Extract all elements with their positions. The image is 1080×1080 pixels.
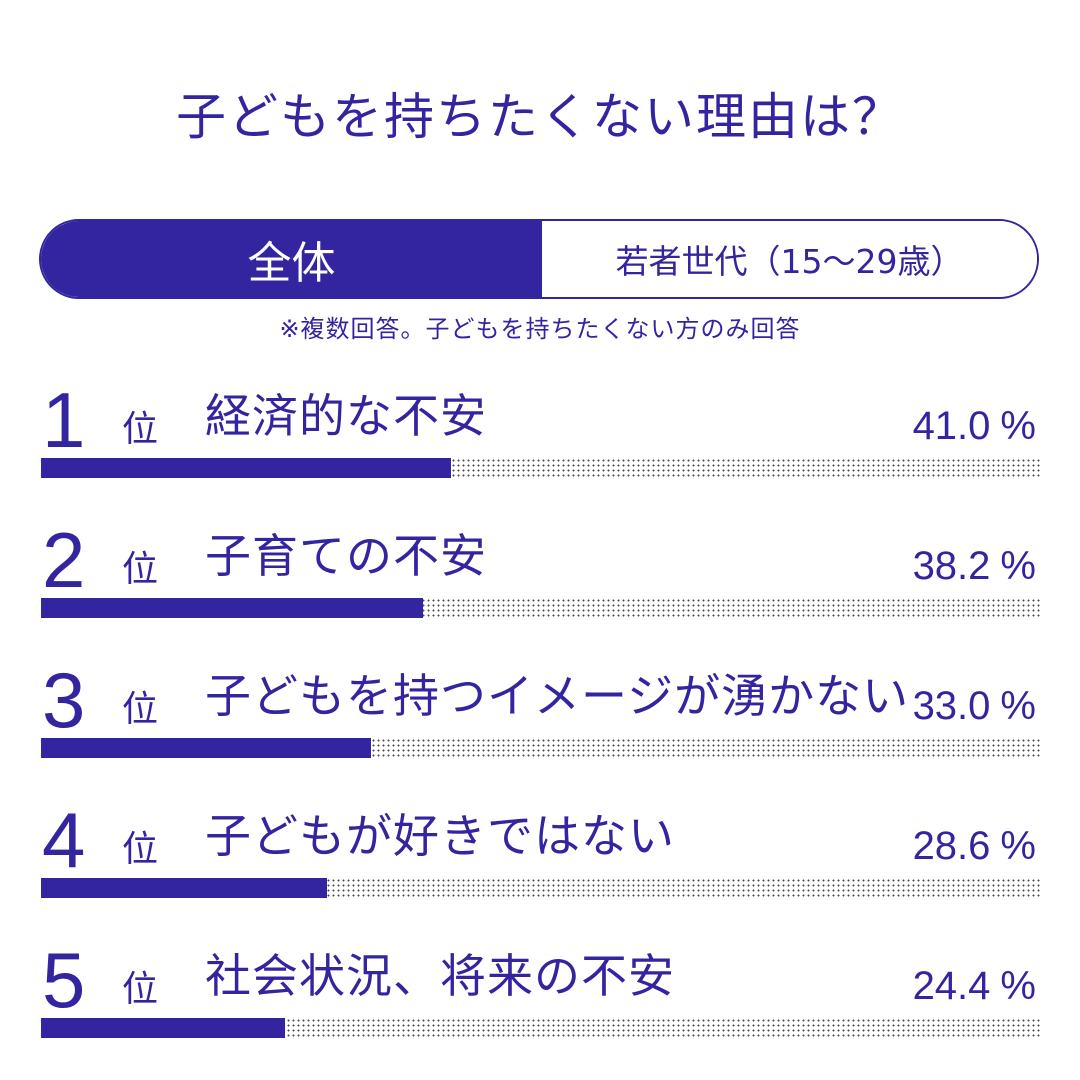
rank-unit: 位	[122, 409, 159, 450]
segment-toggle: 全体 若者世代（15～29歳）	[39, 219, 1039, 299]
reason-label: 子どもが好きではない	[205, 809, 675, 863]
chart-row-1: 1 位経済的な不安 41.0%	[0, 380, 1080, 490]
rank-unit: 位	[122, 829, 159, 870]
value-label: 33.0%	[913, 682, 1036, 730]
percent-sign: %	[1000, 544, 1036, 588]
bar-track	[41, 598, 1040, 618]
footnote: ※複数回答。子どもを持ちたくない方のみ回答	[279, 315, 801, 343]
bar-track	[41, 738, 1040, 758]
bar	[41, 878, 327, 898]
percent-sign: %	[1000, 824, 1036, 868]
bar-track	[41, 458, 1040, 478]
rank-number: 5	[42, 936, 86, 1024]
rank-unit: 位	[122, 549, 159, 590]
bar	[41, 1018, 285, 1038]
value-number: 24.4	[912, 964, 991, 1008]
rank-number: 3	[42, 656, 86, 744]
reason-label: 社会状況、将来の不安	[205, 949, 675, 1003]
value-label: 41.0%	[913, 402, 1036, 450]
tab-all-label: 全体	[247, 238, 336, 289]
value-number: 38.2	[912, 544, 991, 588]
value-label: 38.2%	[913, 542, 1036, 590]
reason-label: 経済的な不安	[205, 389, 487, 443]
reason-label: 子育ての不安	[205, 529, 487, 583]
value-number: 41.0	[912, 404, 991, 448]
reason-label: 子どもを持つイメージが湧かない	[205, 669, 910, 723]
tab-young-generation-label: 若者世代（15～29歳）	[615, 242, 964, 281]
percent-sign: %	[1000, 684, 1036, 728]
chart-row-2: 2 位子育ての不安 38.2%	[0, 520, 1080, 630]
rank-unit: 位	[122, 969, 159, 1010]
value-number: 28.6	[912, 824, 991, 868]
rank-unit: 位	[122, 689, 159, 730]
bar	[41, 738, 371, 758]
chart-title: 子どもを持ちたくない理由は？	[176, 88, 904, 146]
bar	[41, 458, 451, 478]
bar	[41, 598, 423, 618]
rank-number: 4	[42, 796, 86, 884]
chart-row-3: 3 位子どもを持つイメージが湧かない 33.0%	[0, 660, 1080, 770]
bar-track	[41, 1018, 1040, 1038]
value-number: 33.0	[912, 684, 991, 728]
value-label: 28.6%	[913, 822, 1036, 870]
value-label: 24.4%	[913, 962, 1036, 1010]
tab-young-generation[interactable]: 若者世代（15～29歳）	[542, 221, 1037, 297]
bar-track	[41, 878, 1040, 898]
percent-sign: %	[1000, 404, 1036, 448]
tab-all[interactable]: 全体	[41, 221, 542, 297]
rank-number: 2	[42, 516, 86, 604]
percent-sign: %	[1000, 964, 1036, 1008]
rank-number: 1	[42, 376, 86, 464]
chart-row-4: 4 位子どもが好きではない 28.6%	[0, 800, 1080, 910]
chart-row-5: 5 位社会状況、将来の不安 24.4%	[0, 940, 1080, 1050]
